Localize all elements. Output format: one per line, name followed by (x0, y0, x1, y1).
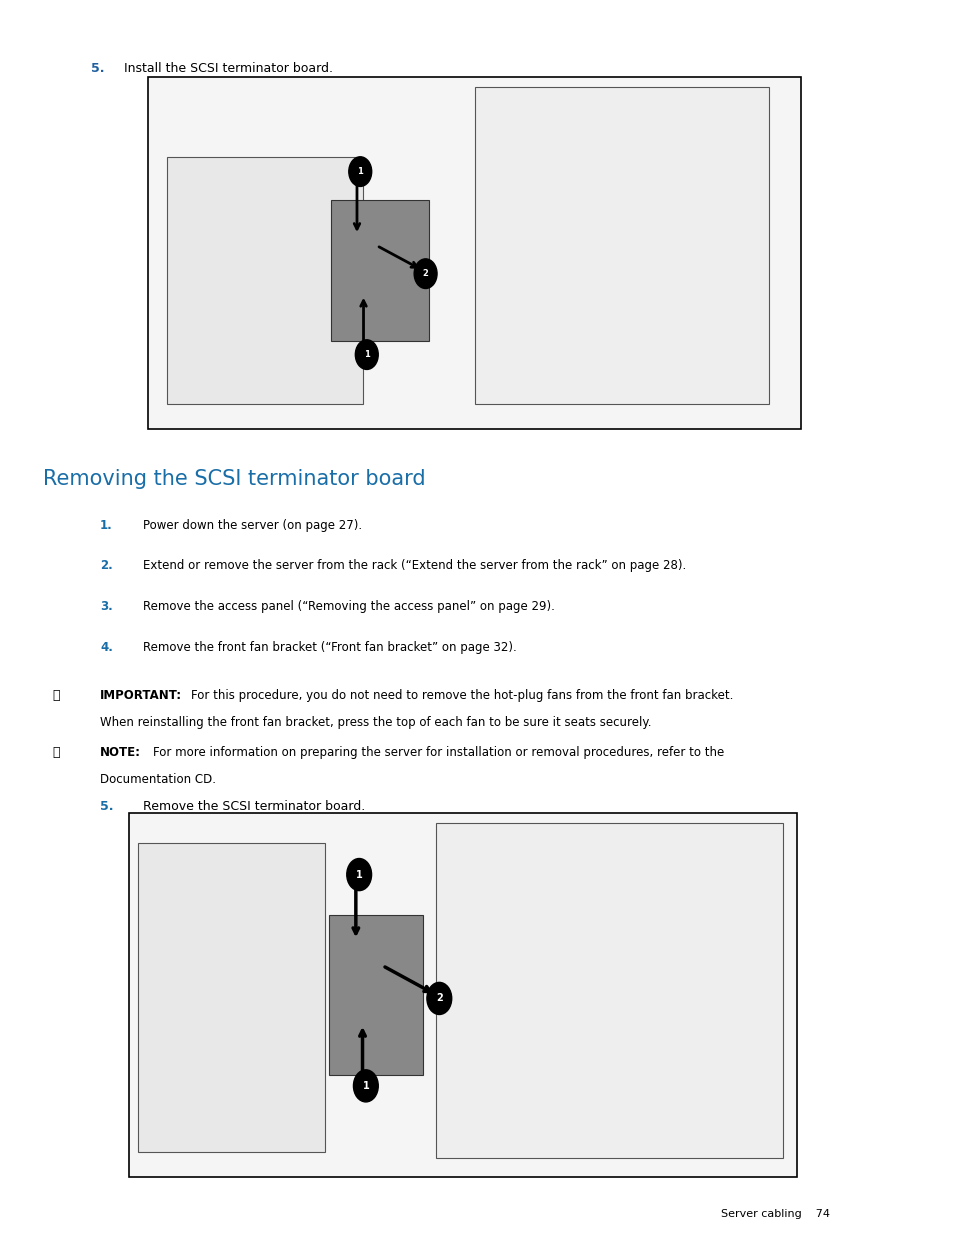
Circle shape (427, 982, 452, 1014)
Text: Server cabling    74: Server cabling 74 (720, 1209, 829, 1219)
Circle shape (353, 1070, 377, 1102)
Text: 4.: 4. (100, 641, 112, 655)
Text: 1: 1 (363, 351, 370, 359)
Text: Remove the front fan bracket (“Front fan bracket” on page 32).: Remove the front fan bracket (“Front fan… (143, 641, 517, 655)
Bar (167, 157, 362, 404)
Circle shape (414, 259, 436, 289)
Text: 📋: 📋 (52, 746, 60, 760)
Text: Power down the server (on page 27).: Power down the server (on page 27). (143, 519, 362, 532)
Text: 1: 1 (355, 869, 362, 879)
Text: 📋: 📋 (52, 689, 60, 703)
Text: For this procedure, you do not need to remove the hot-plug fans from the front f: For this procedure, you do not need to r… (191, 689, 733, 703)
Bar (329, 915, 422, 1074)
Text: 2.: 2. (100, 559, 112, 573)
Text: Removing the SCSI terminator board: Removing the SCSI terminator board (43, 469, 425, 489)
Bar (148, 77, 801, 429)
Text: 5.: 5. (100, 800, 113, 814)
Text: 1.: 1. (100, 519, 112, 532)
Text: Extend or remove the server from the rack (“Extend the server from the rack” on : Extend or remove the server from the rac… (143, 559, 685, 573)
Text: When reinstalling the front fan bracket, press the top of each fan to be sure it: When reinstalling the front fan bracket,… (100, 716, 651, 730)
Bar (331, 200, 429, 341)
Text: IMPORTANT:: IMPORTANT: (100, 689, 182, 703)
Text: Remove the SCSI terminator board.: Remove the SCSI terminator board. (143, 800, 365, 814)
Text: Documentation CD.: Documentation CD. (100, 773, 216, 787)
Circle shape (346, 858, 371, 890)
Text: Install the SCSI terminator board.: Install the SCSI terminator board. (124, 62, 333, 75)
Text: 2: 2 (422, 269, 428, 278)
Text: 2: 2 (436, 993, 442, 1003)
Circle shape (355, 340, 377, 369)
Circle shape (349, 157, 372, 186)
Text: 5.: 5. (91, 62, 104, 75)
Text: Remove the access panel (“Removing the access panel” on page 29).: Remove the access panel (“Removing the a… (143, 600, 555, 614)
Text: 1: 1 (362, 1081, 369, 1091)
Text: NOTE:: NOTE: (100, 746, 141, 760)
Text: 1: 1 (357, 167, 363, 177)
Bar (138, 842, 325, 1152)
Bar (436, 824, 782, 1158)
Text: For more information on preparing the server for installation or removal procedu: For more information on preparing the se… (152, 746, 723, 760)
Bar (129, 813, 796, 1177)
Bar (475, 88, 768, 404)
Text: 3.: 3. (100, 600, 112, 614)
